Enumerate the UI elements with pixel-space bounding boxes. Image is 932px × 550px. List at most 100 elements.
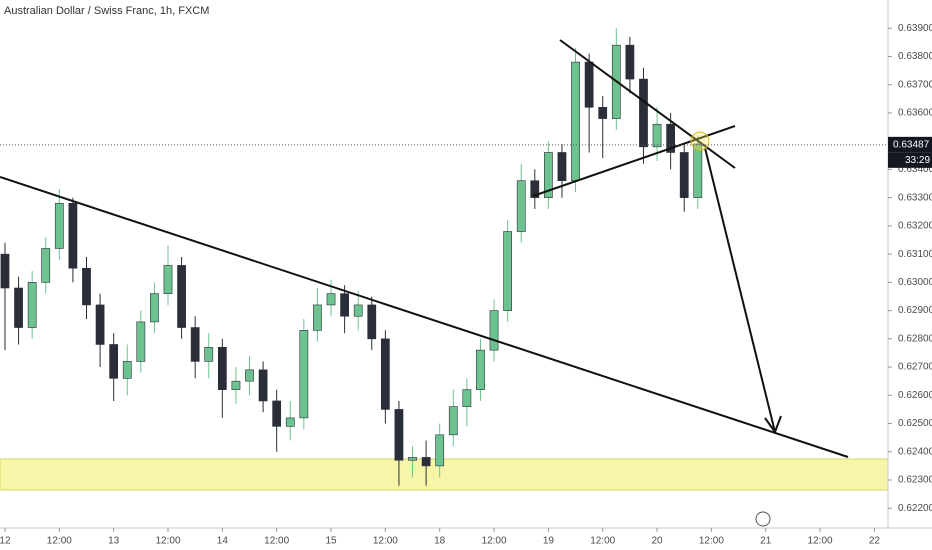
candle-body — [27, 282, 37, 328]
x-tick-label: 12:00 — [808, 536, 833, 547]
candle-body — [231, 380, 241, 390]
y-tick-label: 0.62500 — [898, 418, 932, 429]
y-tick-label: 0.62600 — [898, 390, 932, 401]
candle-body — [367, 304, 377, 340]
x-tick-label: 20 — [651, 536, 663, 547]
x-tick-label: 12:00 — [699, 536, 724, 547]
x-tick-label: 12:00 — [155, 536, 180, 547]
y-tick-label: 0.62200 — [898, 503, 932, 514]
candle-body — [489, 310, 499, 351]
wedge-lower-line — [532, 125, 736, 197]
candle-body — [476, 349, 485, 390]
arrow-head — [764, 415, 782, 435]
y-tick-label: 0.62400 — [898, 446, 932, 457]
candle-body — [435, 434, 445, 467]
candle-body — [340, 293, 349, 317]
candles — [0, 28, 703, 486]
x-tick-label: 12 — [0, 536, 11, 547]
candle-body — [639, 78, 648, 148]
x-tick-label: 19 — [543, 536, 555, 547]
x-tick-label: 18 — [434, 536, 446, 547]
candle-body — [326, 293, 336, 306]
x-tick-label: 14 — [217, 536, 229, 547]
y-tick-label: 0.62300 — [898, 475, 932, 486]
candle-body — [530, 180, 540, 198]
candle-body — [462, 389, 472, 407]
y-tick-label: 0.63900 — [898, 23, 932, 34]
candle-body — [516, 180, 526, 232]
candle-body — [122, 361, 132, 379]
breakout-marker — [690, 131, 710, 151]
candle-body — [82, 267, 91, 306]
candle-body — [571, 61, 580, 182]
current-price-label: 0.63487 — [893, 139, 930, 150]
y-tick-label: 0.63000 — [898, 277, 932, 288]
candle-body — [109, 344, 119, 379]
candle-body — [163, 265, 173, 294]
candle-body — [652, 123, 662, 148]
candle-body — [448, 406, 458, 436]
current-price-tag — [888, 136, 932, 153]
candle-body — [68, 202, 78, 269]
y-tick-label: 0.63300 — [898, 192, 932, 203]
candle-body — [299, 330, 309, 419]
x-tick-label: 22 — [869, 536, 881, 547]
candle-body — [394, 409, 404, 461]
y-tick-label: 0.63600 — [898, 108, 932, 119]
candle-body — [408, 457, 417, 461]
x-tick-label: 15 — [325, 536, 337, 547]
events-icon[interactable] — [755, 511, 771, 527]
candle-body — [625, 44, 635, 80]
candle-body — [285, 417, 295, 427]
y-tick-label: 0.63100 — [898, 249, 932, 260]
y-tick-label: 0.62900 — [898, 305, 932, 316]
x-tick-label: 12:00 — [47, 536, 72, 547]
candle-body — [41, 248, 51, 283]
candle-body — [353, 304, 363, 317]
candle-body — [557, 152, 567, 182]
y-tick-label: 0.62800 — [898, 333, 932, 344]
candle-body — [150, 293, 159, 323]
chart-title: Australian Dollar / Swiss Franc, 1h, FXC… — [4, 5, 209, 17]
y-tick-label: 0.63800 — [898, 51, 932, 62]
x-tick-label: 12:00 — [482, 536, 507, 547]
candle-body — [421, 457, 431, 467]
candle-body — [598, 106, 608, 119]
candle-body — [258, 369, 268, 402]
y-tick-label: 0.63200 — [898, 221, 932, 232]
x-tick-label: 13 — [108, 536, 120, 547]
x-tick-label: 12:00 — [590, 536, 615, 547]
candle-body — [380, 338, 390, 410]
candle-body — [204, 346, 214, 362]
candle-body — [136, 321, 146, 362]
candle-body — [54, 202, 64, 249]
candle-body — [190, 327, 200, 362]
x-tick-label: 12:00 — [373, 536, 398, 547]
candle-body — [313, 304, 322, 331]
candle-body — [245, 369, 254, 382]
candle-body — [693, 143, 703, 198]
candle-body — [177, 265, 186, 328]
x-tick-label: 21 — [760, 536, 772, 547]
y-tick-label: 0.63700 — [898, 79, 932, 90]
projection-arrow — [704, 147, 776, 433]
y-tick-label: 0.62700 — [898, 362, 932, 373]
candle-body — [584, 61, 594, 108]
y-tick-label: 0.63400 — [898, 164, 932, 175]
wedge-upper-line — [559, 39, 736, 169]
x-tick-label: 12:00 — [264, 536, 289, 547]
candle-body — [0, 253, 10, 289]
candle-body — [217, 346, 227, 390]
candle-body — [95, 304, 105, 345]
countdown-tag — [888, 152, 932, 168]
countdown-label: 33:29 — [905, 155, 930, 166]
candle-body — [503, 231, 512, 311]
candle-body — [666, 123, 676, 153]
candle-body — [272, 400, 282, 427]
candle-body — [544, 152, 553, 198]
candle-body — [679, 152, 689, 198]
trendline — [0, 176, 849, 458]
candle-body — [14, 287, 23, 328]
